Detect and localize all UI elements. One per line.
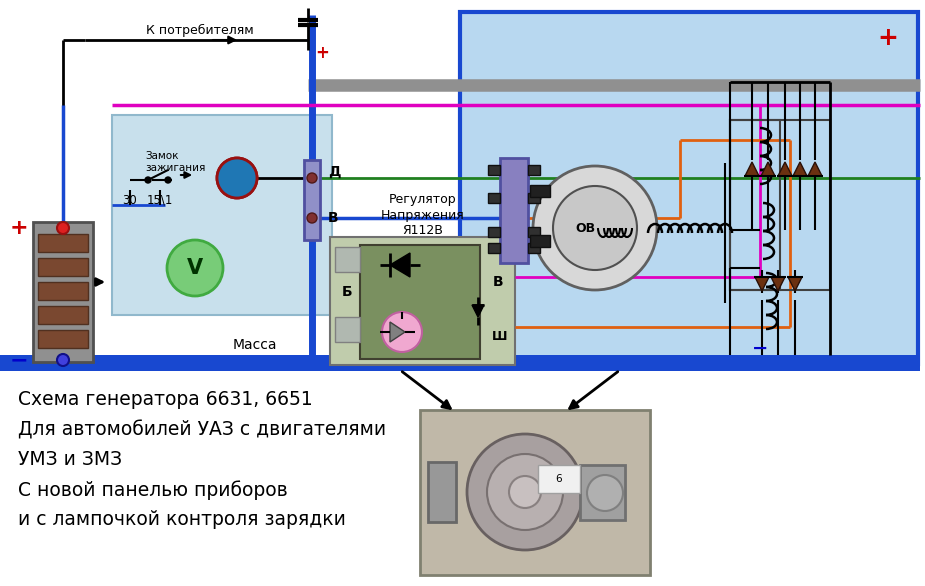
Circle shape [307,213,317,223]
Bar [38,282,88,300]
Text: −: − [9,350,29,370]
Polygon shape [755,277,769,291]
Circle shape [587,475,623,511]
Polygon shape [390,322,405,342]
Circle shape [509,476,541,508]
Bar [335,247,360,272]
Circle shape [467,434,583,550]
Bar [0,355,920,371]
Bar [488,193,500,203]
Bar [488,243,500,253]
Text: Замок
зажигания: Замок зажигания [145,151,205,173]
Circle shape [145,177,151,183]
Text: С новой панелью приборов: С новой панелью приборов [18,480,288,500]
Bar [530,235,550,247]
Text: +: + [9,218,29,238]
Circle shape [487,454,563,530]
Circle shape [165,177,171,183]
Bar [488,227,500,237]
Bar [38,330,88,348]
Text: 30: 30 [123,193,138,206]
Bar [730,120,780,290]
Bar [304,160,320,240]
Text: и с лампочкой контроля зарядки: и с лампочкой контроля зарядки [18,510,346,529]
Polygon shape [390,253,410,277]
Bar [488,165,500,175]
Text: Регулятор
Напряжения
Я112В: Регулятор Напряжения Я112В [381,193,465,237]
Polygon shape [472,305,484,317]
Text: УМЗ и ЗМЗ: УМЗ и ЗМЗ [18,450,122,469]
Text: Б: Б [341,285,352,299]
Bar [730,120,830,290]
Circle shape [57,222,69,234]
Bar [500,158,528,263]
Bar [528,165,540,175]
Bar [528,243,540,253]
Bar [428,462,456,522]
Polygon shape [778,162,792,176]
Polygon shape [771,277,785,291]
Bar [33,222,93,362]
Bar [38,258,88,276]
Polygon shape [761,162,775,176]
Text: ОВ: ОВ [575,222,595,234]
Circle shape [217,158,257,198]
Bar [335,317,360,342]
Circle shape [167,240,223,296]
Bar [460,12,918,364]
Text: Схема генератора 6631, 6651: Схема генератора 6631, 6651 [18,390,313,409]
Text: Масса: Масса [233,338,278,352]
Text: В: В [328,211,339,225]
Bar [38,306,88,324]
Text: Д: Д [328,165,340,179]
Bar [528,227,540,237]
Bar [580,465,625,520]
Circle shape [217,158,257,198]
Circle shape [382,312,422,352]
Text: 6: 6 [556,474,562,484]
Bar [112,115,332,315]
Bar [420,410,650,575]
Bar [360,245,480,359]
Text: 15\1: 15\1 [147,193,173,206]
Polygon shape [808,162,822,176]
Circle shape [533,166,657,290]
Circle shape [307,173,317,183]
Bar [528,193,540,203]
Polygon shape [788,277,802,291]
Polygon shape [793,162,807,176]
Circle shape [57,354,69,366]
Bar [530,185,550,197]
Bar [538,465,580,493]
Text: V: V [187,258,204,278]
Bar [330,237,515,365]
Circle shape [553,186,637,270]
Text: +: + [315,44,329,62]
Text: Ш: Ш [492,331,508,343]
Text: −: − [752,339,768,357]
Bar [38,234,88,252]
Text: К потребителям: К потребителям [146,23,253,36]
Text: +: + [878,26,898,50]
Text: Для автомобилей УАЗ с двигателями: Для автомобилей УАЗ с двигателями [18,420,386,439]
Polygon shape [745,162,759,176]
Text: В: В [493,275,503,289]
